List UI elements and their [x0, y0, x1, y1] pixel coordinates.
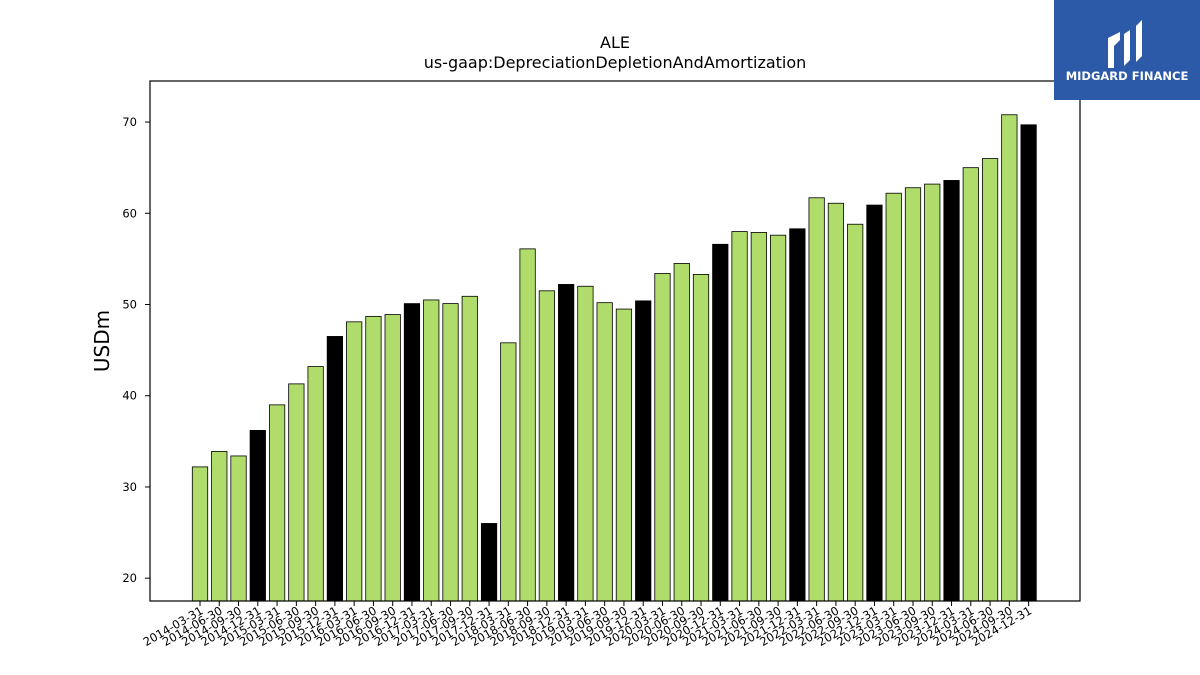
- bar-2015-12-31: [326, 336, 343, 602]
- bar-2017-12-31: [480, 523, 498, 602]
- y-tick-label: 40: [122, 389, 137, 403]
- bar-2023-09-30: [924, 183, 941, 602]
- bar-2024-12-31: [1020, 124, 1037, 602]
- bar-2017-03-31: [423, 299, 440, 602]
- bar-2022-06-30: [827, 202, 845, 602]
- bar-2016-06-30: [365, 315, 382, 602]
- bar-2020-09-30: [692, 273, 710, 602]
- bar-2015-09-30: [307, 366, 324, 602]
- bar-2024-06-30: [981, 158, 999, 602]
- midgard-finance-logo: MIDGARD FINANCE: [1054, 0, 1200, 100]
- logo-graphic: MIDGARD FINANCE: [1054, 0, 1200, 100]
- bar-2021-03-31: [731, 231, 748, 602]
- x-axis: 2014-03-312014-06-302014-09-302014-12-31…: [141, 601, 1034, 649]
- bar-2018-09-30: [538, 290, 555, 602]
- bar-2014-06-30: [211, 450, 228, 602]
- bar-2015-06-30: [288, 383, 305, 602]
- y-tick-label: 70: [122, 115, 137, 129]
- bar-2015-03-31: [268, 404, 286, 602]
- y-tick-label: 50: [122, 298, 137, 312]
- bar-2019-09-30: [615, 308, 633, 602]
- y-axis: 20 30 40 50 60 70: [122, 115, 150, 585]
- plot-frame: [149, 80, 1081, 602]
- bar-2016-12-31: [403, 303, 421, 602]
- bar-2023-12-31: [943, 180, 960, 602]
- bar-2024-03-31: [962, 167, 979, 602]
- y-tick-label: 60: [122, 206, 137, 220]
- logo-text: MIDGARD FINANCE: [1066, 69, 1189, 83]
- bar-2021-12-31: [789, 228, 806, 602]
- bar-2018-12-31: [558, 284, 575, 602]
- bar-2014-03-31: [191, 466, 209, 602]
- bar-2016-03-31: [346, 321, 363, 602]
- bar-2024-09-30: [1001, 114, 1018, 602]
- y-tick-label: 20: [122, 571, 137, 585]
- bar-2014-12-31: [249, 429, 266, 602]
- y-axis-label: USDm: [90, 310, 114, 372]
- bar-2017-06-30: [442, 303, 459, 602]
- y-tick-label: 30: [122, 480, 137, 494]
- bar-2022-03-31: [808, 197, 825, 602]
- bar-2021-09-30: [770, 234, 787, 602]
- bar-2020-12-31: [712, 243, 729, 602]
- bar-2019-06-30: [596, 302, 613, 602]
- bar-2022-09-30: [847, 223, 864, 602]
- bar-2017-09-30: [461, 295, 478, 602]
- bar-2018-03-31: [500, 342, 517, 602]
- bar-2014-09-30: [230, 455, 247, 602]
- bar-2018-06-30: [519, 248, 536, 602]
- chart-title: ALE: [600, 33, 630, 52]
- bar-2019-03-31: [577, 285, 594, 602]
- bar-2022-12-31: [866, 204, 883, 602]
- bar-2020-06-30: [673, 263, 690, 602]
- bar-2016-09-30: [384, 314, 401, 602]
- bar-2019-12-31: [635, 300, 652, 602]
- chart-subtitle: us-gaap:DepreciationDepletionAndAmortiza…: [424, 53, 807, 72]
- bar-2020-03-31: [654, 273, 671, 602]
- bar-2023-03-31: [885, 192, 902, 602]
- bar-2023-06-30: [904, 187, 922, 602]
- bars-layer: [191, 114, 1037, 602]
- bar-2021-06-30: [750, 232, 767, 602]
